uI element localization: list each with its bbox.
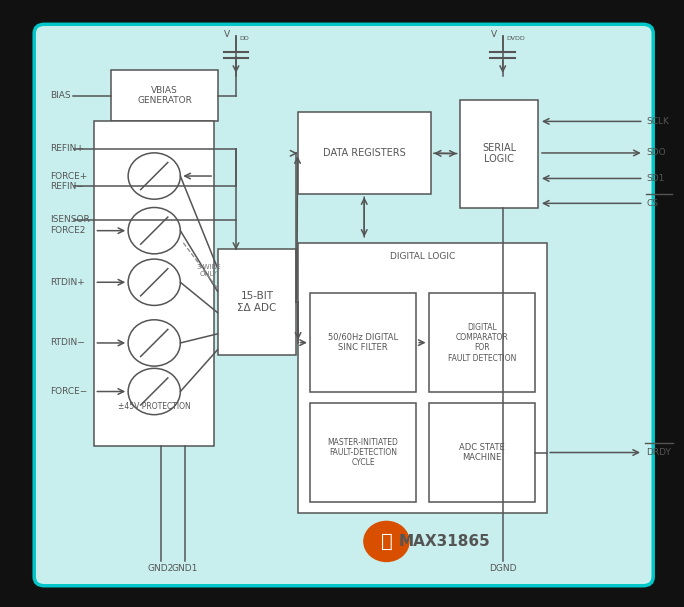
Text: RTDIN−: RTDIN− [50, 339, 85, 347]
Text: DRDY: DRDY [646, 448, 671, 457]
Text: DVDD: DVDD [506, 36, 525, 41]
Text: MASTER-INITIATED
FAULT-DETECTION
CYCLE: MASTER-INITIATED FAULT-DETECTION CYCLE [328, 438, 399, 467]
Text: GND2: GND2 [148, 565, 174, 573]
Text: ADC STATE
MACHINE: ADC STATE MACHINE [459, 443, 505, 462]
Text: RTDIN+: RTDIN+ [50, 278, 85, 287]
FancyBboxPatch shape [34, 24, 653, 586]
Text: DATA REGISTERS: DATA REGISTERS [323, 148, 406, 158]
Text: DGND: DGND [489, 565, 516, 573]
FancyBboxPatch shape [298, 243, 547, 513]
Text: FORCE−: FORCE− [50, 387, 87, 396]
Circle shape [364, 521, 409, 561]
FancyBboxPatch shape [94, 121, 214, 446]
Text: 15-BIT
ΣΔ ADC: 15-BIT ΣΔ ADC [237, 291, 276, 313]
Text: MAX31865: MAX31865 [399, 534, 490, 549]
Text: Ⓜ: Ⓜ [380, 532, 393, 551]
Text: SDO: SDO [646, 149, 666, 157]
Text: VBIAS
GENERATOR: VBIAS GENERATOR [137, 86, 192, 105]
FancyBboxPatch shape [298, 112, 431, 194]
Text: V: V [491, 30, 497, 39]
Text: DIGITAL LOGIC: DIGITAL LOGIC [390, 252, 455, 260]
Text: V: V [224, 30, 231, 39]
Text: FORCE2: FORCE2 [50, 226, 86, 235]
Text: 50/60Hz DIGITAL
SINC FILTER: 50/60Hz DIGITAL SINC FILTER [328, 333, 398, 352]
FancyBboxPatch shape [310, 403, 416, 502]
Text: BIAS: BIAS [50, 91, 70, 100]
Text: DD: DD [239, 36, 249, 41]
FancyBboxPatch shape [310, 293, 416, 392]
Text: REFIN−: REFIN− [50, 182, 84, 191]
Text: 3-WIRE
ONLY: 3-WIRE ONLY [196, 263, 221, 277]
Text: CS: CS [646, 199, 659, 208]
FancyBboxPatch shape [111, 70, 218, 121]
Text: REFIN+: REFIN+ [50, 144, 84, 153]
FancyBboxPatch shape [460, 100, 538, 208]
Text: SERIAL
LOGIC: SERIAL LOGIC [482, 143, 516, 164]
Text: GND1: GND1 [172, 565, 198, 573]
Text: SD1: SD1 [646, 174, 665, 183]
Text: FORCE+: FORCE+ [50, 172, 87, 180]
FancyBboxPatch shape [218, 249, 296, 355]
Text: SCLK: SCLK [646, 117, 669, 126]
Text: ISENSOR: ISENSOR [50, 215, 90, 224]
Text: DIGITAL
COMPARATOR
FOR
FAULT DETECTION: DIGITAL COMPARATOR FOR FAULT DETECTION [447, 322, 516, 363]
FancyBboxPatch shape [428, 403, 535, 502]
Text: ±45V PROTECTION: ±45V PROTECTION [118, 402, 191, 411]
FancyBboxPatch shape [428, 293, 535, 392]
